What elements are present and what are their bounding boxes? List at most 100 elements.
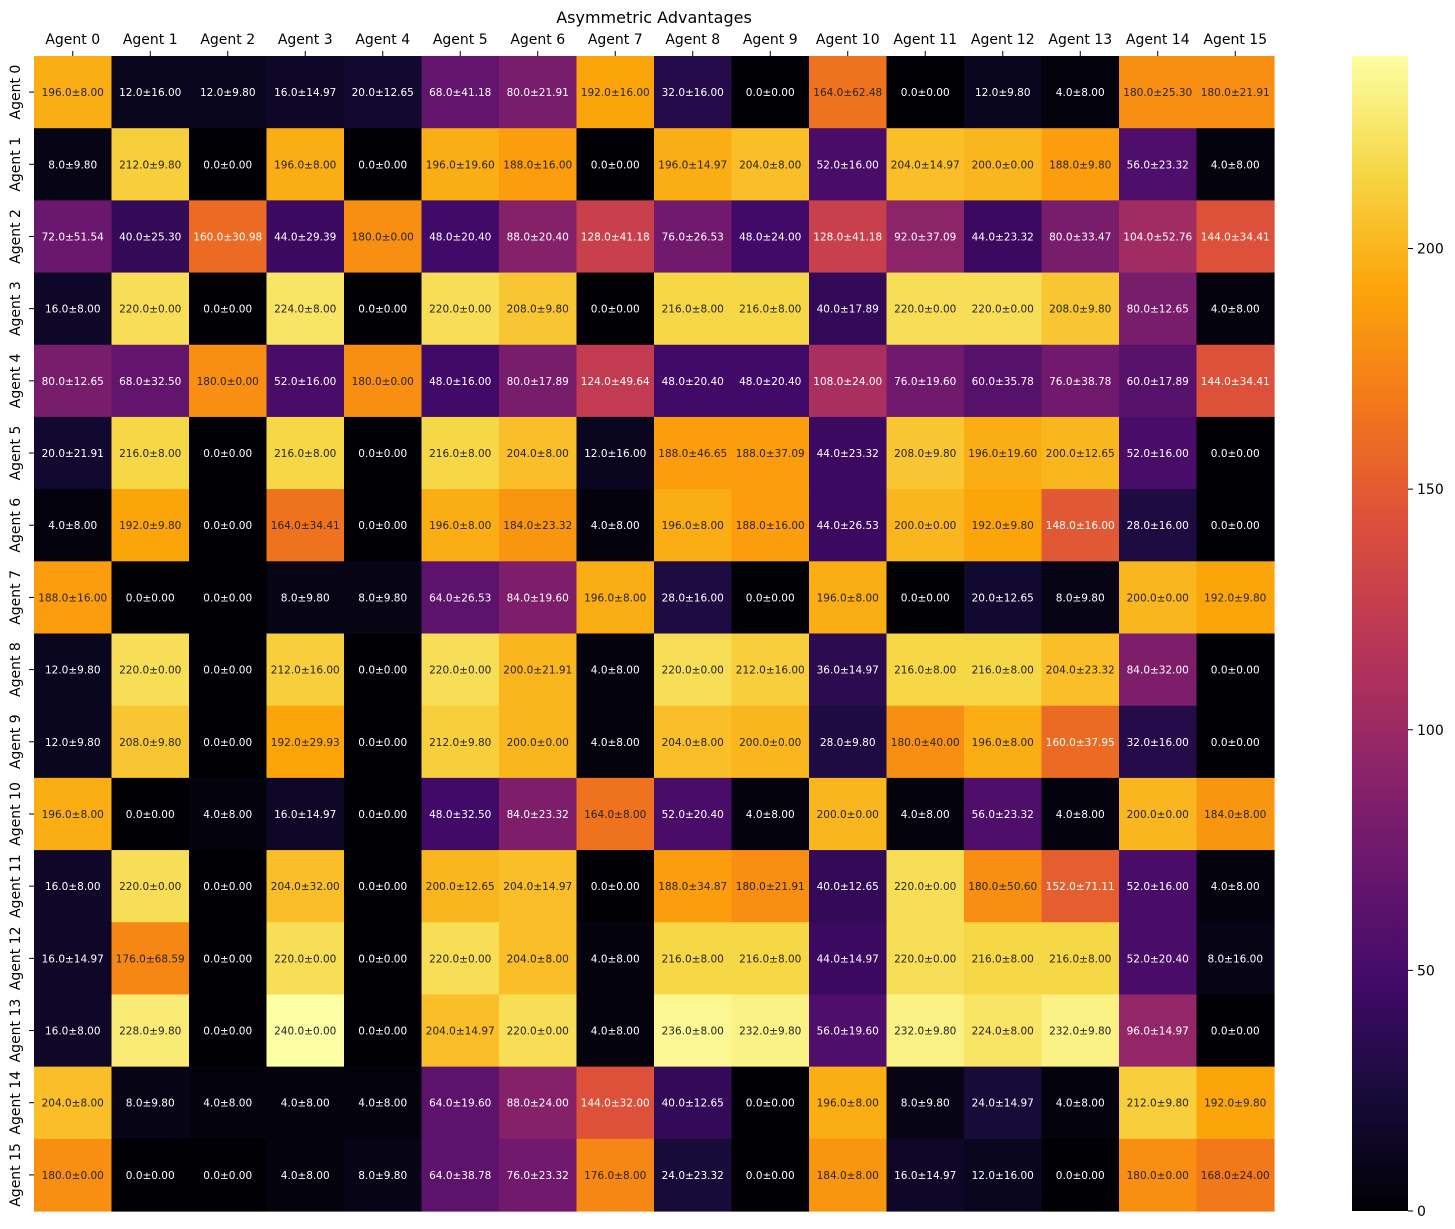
cell-annotation: 12.0±9.80 bbox=[200, 87, 256, 99]
cell-annotation: 196.0±8.00 bbox=[274, 159, 336, 171]
cell-annotation: 204.0±8.00 bbox=[507, 448, 569, 460]
heatmap-cell bbox=[189, 994, 268, 1068]
cell-annotation: 212.0±9.80 bbox=[1127, 1098, 1189, 1110]
cell-annotation: 164.0±62.48 bbox=[813, 87, 882, 99]
cell-annotation: 220.0±0.00 bbox=[274, 953, 336, 965]
heatmap-cell bbox=[731, 200, 810, 274]
cell-annotation: 4.0±8.00 bbox=[281, 1098, 330, 1110]
cell-annotation: 44.0±23.32 bbox=[817, 448, 879, 460]
heatmap-cell bbox=[499, 56, 578, 129]
heatmap-cell bbox=[809, 561, 888, 635]
cell-annotation: 220.0±0.00 bbox=[119, 665, 181, 677]
cell-annotation: 80.0±17.89 bbox=[507, 376, 569, 388]
heatmap-cell bbox=[189, 416, 268, 490]
cell-annotation: 232.0±9.80 bbox=[1049, 1026, 1111, 1038]
heatmap-cell bbox=[34, 489, 113, 562]
cell-annotation: 0.0±0.00 bbox=[203, 665, 252, 677]
heatmap-cell bbox=[266, 850, 345, 923]
heatmap-cell bbox=[576, 344, 655, 418]
heatmap-cell bbox=[1119, 489, 1198, 562]
heatmap-cell bbox=[111, 633, 190, 707]
x-tick-label: Agent 13 bbox=[1048, 32, 1112, 48]
x-tick-label: Agent 4 bbox=[355, 32, 410, 48]
cell-annotation: 8.0±9.80 bbox=[281, 592, 330, 604]
cell-annotation: 180.0±0.00 bbox=[42, 1170, 104, 1182]
heatmap-cell bbox=[1196, 777, 1275, 851]
cell-annotation: 196.0±8.00 bbox=[42, 87, 104, 99]
cell-annotation: 204.0±8.00 bbox=[662, 737, 724, 749]
cell-annotation: 0.0±0.00 bbox=[358, 1026, 407, 1038]
cell-annotation: 216.0±8.00 bbox=[894, 665, 956, 677]
heatmap-cell bbox=[654, 561, 733, 635]
cell-annotation: 220.0±0.00 bbox=[429, 304, 491, 316]
cell-annotation: 108.0±24.00 bbox=[813, 376, 882, 388]
heatmap-cell bbox=[654, 200, 733, 274]
heatmap-cell bbox=[421, 344, 500, 418]
cell-annotation: 0.0±0.00 bbox=[1211, 1026, 1260, 1038]
cell-annotation: 84.0±23.32 bbox=[507, 809, 569, 821]
heatmap-cell bbox=[1041, 994, 1120, 1068]
heatmap-cell bbox=[1196, 994, 1275, 1068]
heatmap-cell bbox=[111, 561, 190, 635]
heatmap-cell bbox=[886, 850, 965, 923]
cell-annotation: 188.0±16.00 bbox=[503, 159, 572, 171]
heatmap-cell bbox=[809, 705, 888, 779]
cell-annotation: 196.0±8.00 bbox=[817, 592, 879, 604]
heatmap-cell bbox=[731, 850, 810, 923]
x-tick-label: Agent 0 bbox=[45, 32, 100, 48]
heatmap-cell bbox=[34, 777, 113, 851]
heatmap-cell bbox=[499, 1066, 578, 1140]
heatmap-cell bbox=[654, 56, 733, 129]
heatmap-cell bbox=[1119, 850, 1198, 923]
cell-annotation: 192.0±9.80 bbox=[1204, 1098, 1266, 1110]
heatmap-cell bbox=[886, 56, 965, 129]
colorbar-gradient bbox=[1352, 56, 1408, 1211]
cell-annotation: 88.0±24.00 bbox=[507, 1098, 569, 1110]
cell-annotation: 20.0±21.91 bbox=[42, 448, 104, 460]
cell-annotation: 0.0±0.00 bbox=[358, 809, 407, 821]
heatmap-cell bbox=[34, 922, 113, 996]
heatmap-cell bbox=[499, 777, 578, 851]
heatmap-cell bbox=[654, 489, 733, 562]
cell-annotation: 188.0±16.00 bbox=[38, 592, 107, 604]
cell-annotation: 88.0±20.40 bbox=[507, 231, 569, 243]
cell-annotation: 180.0±0.00 bbox=[352, 231, 414, 243]
heatmap-cell bbox=[886, 922, 965, 996]
cell-annotation: 144.0±34.41 bbox=[1201, 376, 1270, 388]
cell-annotation: 144.0±32.00 bbox=[581, 1098, 650, 1110]
cell-annotation: 20.0±12.65 bbox=[352, 87, 414, 99]
heatmap-cell bbox=[1119, 416, 1198, 490]
cell-annotation: 0.0±0.00 bbox=[591, 159, 640, 171]
cell-annotation: 4.0±8.00 bbox=[1211, 881, 1260, 893]
heatmap-cell bbox=[731, 777, 810, 851]
y-tick-label: Agent 10 bbox=[8, 782, 24, 846]
heatmap-cell bbox=[886, 344, 965, 418]
cell-annotation: 220.0±0.00 bbox=[507, 1026, 569, 1038]
cell-annotation: 220.0±0.00 bbox=[894, 881, 956, 893]
heatmap-cell bbox=[1041, 1138, 1120, 1212]
cell-annotation: 16.0±8.00 bbox=[45, 1026, 101, 1038]
heatmap-cell bbox=[654, 416, 733, 490]
cell-annotation: 180.0±0.00 bbox=[352, 376, 414, 388]
y-tick-label: Agent 5 bbox=[8, 426, 24, 481]
y-tick-label: Agent 0 bbox=[8, 65, 24, 120]
heatmap-cell bbox=[1119, 705, 1198, 779]
cell-annotation: 16.0±8.00 bbox=[45, 881, 101, 893]
heatmap-cell bbox=[344, 994, 423, 1068]
heatmap-cell bbox=[421, 1138, 500, 1212]
heatmap-cell bbox=[731, 489, 810, 562]
heatmap-cell bbox=[111, 272, 190, 346]
cell-annotation: 0.0±0.00 bbox=[203, 1026, 252, 1038]
y-tick-label: Agent 14 bbox=[8, 1071, 24, 1135]
heatmap-cell bbox=[1196, 922, 1275, 996]
heatmap-cell bbox=[34, 272, 113, 346]
cell-annotation: 4.0±8.00 bbox=[746, 809, 795, 821]
heatmap-cell bbox=[344, 850, 423, 923]
cell-annotation: 80.0±12.65 bbox=[42, 376, 104, 388]
cell-annotation: 12.0±9.80 bbox=[45, 665, 101, 677]
heatmap-cell bbox=[189, 850, 268, 923]
cell-annotation: 4.0±8.00 bbox=[48, 520, 97, 532]
heatmap-cell bbox=[809, 128, 888, 201]
heatmap-cell bbox=[189, 272, 268, 346]
y-tick-label: Agent 1 bbox=[8, 137, 24, 192]
